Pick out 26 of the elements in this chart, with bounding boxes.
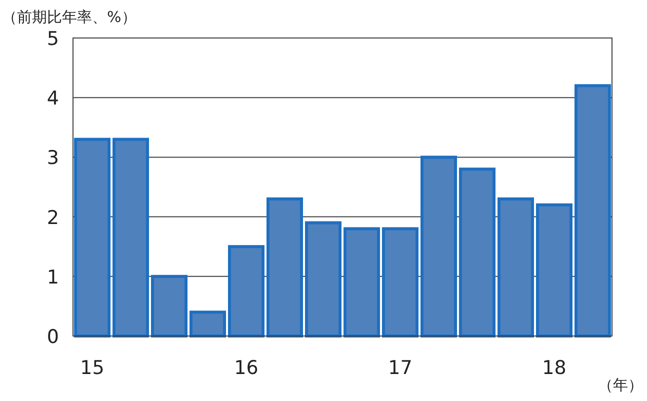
bar [112,138,149,338]
bar [536,203,572,338]
x-tick-label: 17 [388,357,412,379]
bar [574,84,611,338]
bar [74,138,110,338]
y-tick-label: 0 [46,326,59,348]
x-tick-label: 16 [234,357,258,379]
y-tick-label: 4 [46,88,59,110]
y-axis-title: （前期比年率、%） [2,8,136,26]
y-tick-label: 1 [46,266,59,288]
bar [190,310,226,338]
bar [382,227,418,338]
bar [305,221,342,338]
bar [344,227,380,338]
x-tick-label: 15 [80,357,104,379]
x-tick-label: 18 [542,357,566,379]
bar [459,168,496,338]
bar [228,245,264,338]
bar [420,156,457,338]
bar [266,197,303,338]
y-tick-label: 5 [46,28,59,50]
y-tick-label: 3 [46,147,59,170]
y-tick-label: 2 [46,206,59,229]
bar [151,274,188,338]
bar [498,197,534,338]
x-axis-title: （年） [598,376,643,394]
